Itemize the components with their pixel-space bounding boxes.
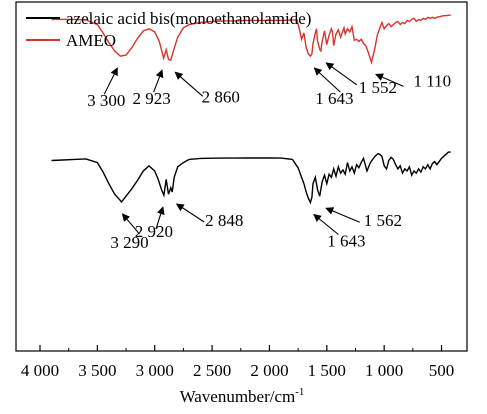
- peak-label: 1 562: [364, 211, 402, 230]
- annotation-arrow: [313, 67, 341, 93]
- peak-label: 3 290: [110, 233, 148, 252]
- x-tick-label: 1 500: [308, 361, 346, 380]
- annotation-arrow: [121, 213, 140, 235]
- peak-label: 2 923: [132, 89, 170, 108]
- x-axis-label: Wavenumber/cm-1: [180, 386, 305, 406]
- plot-frame: [15, 1, 468, 352]
- legend-label-ameo: AMEO: [66, 31, 116, 50]
- x-tick-label: 1 000: [365, 361, 403, 380]
- x-tick-label: 4 000: [21, 361, 59, 380]
- peak-label: 3 300: [87, 91, 125, 110]
- legend: azelaic acid bis(monoethanolamide) AMEO: [26, 9, 311, 50]
- annotation-arrow: [174, 71, 204, 97]
- annotation-layer: 3 300 2 923 2 860 1 552 1 643 1 110 2 920 2 848…: [87, 62, 452, 252]
- annotation-arrow: [155, 206, 165, 230]
- x-tick-label: 2 500: [193, 361, 231, 380]
- series-line-ameo: [51, 14, 451, 65]
- annotation-arrow: [175, 203, 205, 223]
- peak-label: 2 920: [135, 222, 173, 241]
- peak-label: 1 643: [315, 89, 353, 108]
- legend-label-azelaic: azelaic acid bis(monoethanolamide): [66, 9, 311, 28]
- annotation-arrow: [375, 73, 404, 87]
- peak-label: 1 110: [414, 71, 452, 90]
- x-axis-label-text: Wavenumber/cm: [180, 387, 296, 406]
- x-axis-ticks: 4 000 3 500 3 000 2 500 2 000 1 500 1 000 500: [21, 345, 454, 380]
- peak-label: 1 552: [359, 78, 397, 97]
- series-line-azelaic: [51, 151, 451, 205]
- peak-label: 1 643: [327, 232, 365, 251]
- series-layer: [51, 14, 451, 205]
- x-tick-label: 2 000: [250, 361, 288, 380]
- x-tick-label: 3 500: [78, 361, 116, 380]
- x-tick-label: 3 000: [136, 361, 174, 380]
- annotation-arrow: [313, 213, 339, 235]
- peak-label: 2 848: [205, 211, 243, 230]
- peak-label: 2 860: [202, 87, 240, 106]
- x-axis-label-exponent: -1: [295, 386, 304, 398]
- annotation-arrow: [103, 67, 118, 95]
- annotation-arrow: [325, 62, 358, 86]
- x-tick-label: 500: [429, 361, 455, 380]
- annotation-arrow: [153, 69, 164, 93]
- annotation-arrow: [325, 207, 360, 223]
